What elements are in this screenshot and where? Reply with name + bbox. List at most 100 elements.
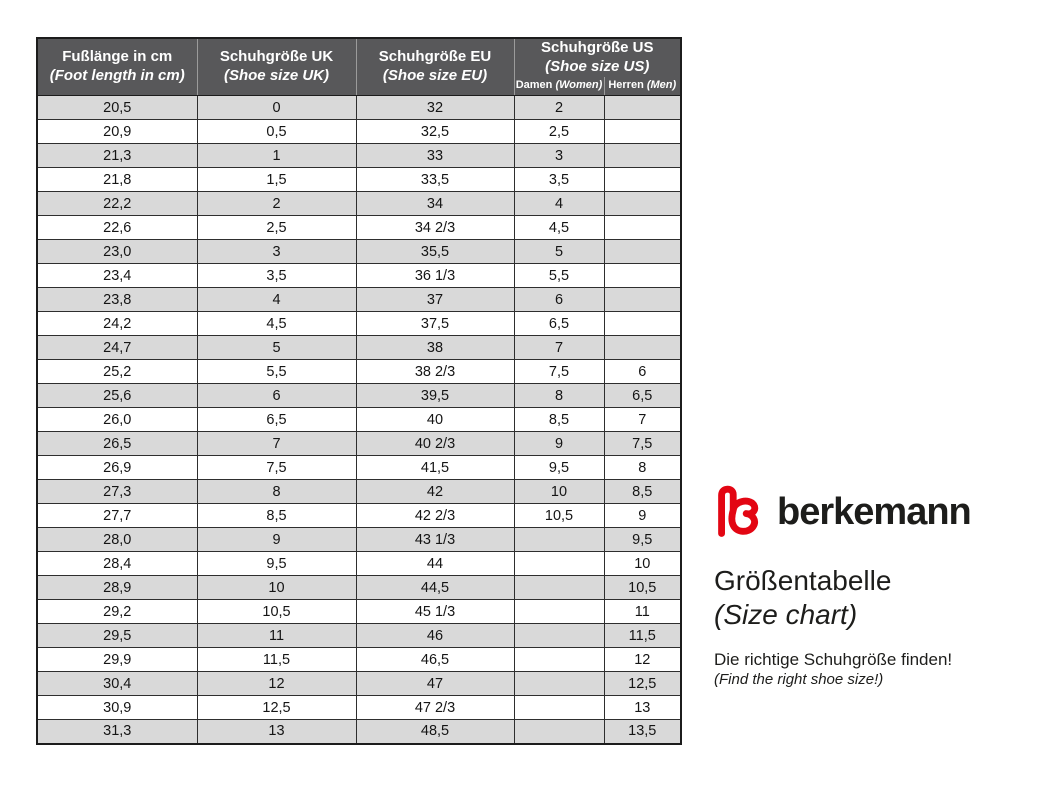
table-row: 20,9 0,5 32,5 2,5 [36,119,682,144]
cell-foot_length_cm: 25,2 [36,359,198,384]
cell-shoe_size_eu: 32,5 [355,119,515,144]
table-row: 21,8 1,5 33,5 3,5 [36,167,682,192]
cell-shoe_size_eu: 38 2/3 [355,359,515,384]
cell-foot_length_cm: 24,7 [36,335,198,360]
cell-shoe_size_uk: 5 [196,335,357,360]
brand-lockup: berkemann [712,481,972,538]
cell-shoe_size_us_men [603,119,682,144]
cell-shoe_size_us_men [603,335,682,360]
col-header-foot-length: Fußlänge in cm (Foot length in cm) [36,38,198,96]
cell-shoe_size_us_women: 7,5 [513,359,605,384]
table-row: 29,5 11 46 11,5 [36,623,682,648]
cell-shoe_size_uk: 8,5 [196,503,357,528]
cell-shoe_size_eu: 47 2/3 [355,695,515,720]
cell-shoe_size_us_men: 7 [603,407,682,432]
table-row: 23,0 3 35,5 5 [36,239,682,264]
cell-shoe_size_us_men: 10,5 [603,575,682,600]
cell-shoe_size_us_women: 3,5 [513,167,605,192]
cell-shoe_size_eu: 42 2/3 [355,503,515,528]
cell-shoe_size_uk: 4,5 [196,311,357,336]
cell-shoe_size_eu: 41,5 [355,455,515,480]
cell-shoe_size_eu: 33,5 [355,167,515,192]
table-row: 23,8 4 37 6 [36,287,682,312]
cell-foot_length_cm: 27,3 [36,479,198,504]
cell-shoe_size_us_women [513,671,605,696]
cell-foot_length_cm: 29,9 [36,647,198,672]
cell-shoe_size_us_men: 11,5 [603,623,682,648]
cell-shoe_size_us_men: 8,5 [603,479,682,504]
cell-shoe_size_eu: 48,5 [355,719,515,744]
cell-shoe_size_uk: 9,5 [196,551,357,576]
cell-shoe_size_us_women [513,695,605,720]
cell-foot_length_cm: 26,5 [36,431,198,456]
cell-shoe_size_us_women: 2 [513,95,605,120]
col-header-eu-en: (Shoe size EU) [382,67,488,84]
table-row: 22,6 2,5 34 2/3 4,5 [36,215,682,240]
cell-shoe_size_eu: 44 [355,551,515,576]
cell-shoe_size_us_women: 5,5 [513,263,605,288]
size-table: Fußlänge in cm (Foot length in cm) Schuh… [36,37,683,745]
table-row: 23,4 3,5 36 1/3 5,5 [36,263,682,288]
cell-shoe_size_us_men [603,143,682,168]
cell-shoe_size_us_women: 6 [513,287,605,312]
size-table-header: Fußlänge in cm (Foot length in cm) Schuh… [36,38,682,96]
size-table-body: 20,5 0 32 2 20,9 0,5 32,5 2,5 21,3 1 3 3 3 21,8 1,5 33,… [36,95,682,744]
cell-shoe_size_uk: 12,5 [196,695,357,720]
cell-shoe_size_us_women: 6,5 [513,311,605,336]
table-row: 25,6 6 39,5 8 6,5 [36,383,682,408]
cell-shoe_size_us_men: 6 [603,359,682,384]
table-row: 28,4 9,5 44 10 [36,551,682,576]
cell-shoe_size_us_women: 2,5 [513,119,605,144]
cell-shoe_size_us_men [603,239,682,264]
table-row: 28,0 9 43 1/3 9,5 [36,527,682,552]
cell-shoe_size_us_men: 8 [603,455,682,480]
cell-foot_length_cm: 22,2 [36,191,198,216]
cell-shoe_size_uk: 6 [196,383,357,408]
table-row: 26,5 7 40 2/3 9 7,5 [36,431,682,456]
cell-shoe_size_eu: 38 [355,335,515,360]
cell-shoe_size_us_women: 3 [513,143,605,168]
col-header-uk-de: Schuhgröße UK [219,48,334,66]
cell-shoe_size_eu: 34 2/3 [355,215,515,240]
cell-shoe_size_eu: 46,5 [355,647,515,672]
cell-shoe_size_us_men: 9 [603,503,682,528]
cell-shoe_size_us_women: 8 [513,383,605,408]
table-row: 29,9 11,5 46,5 12 [36,647,682,672]
cell-shoe_size_uk: 10 [196,575,357,600]
cell-shoe_size_eu: 40 [355,407,515,432]
col-header-us-de: Schuhgröße US [541,39,654,56]
cell-foot_length_cm: 22,6 [36,215,198,240]
cell-foot_length_cm: 25,6 [36,383,198,408]
col-header-foot-length-en: (Foot length in cm) [49,67,185,84]
cell-shoe_size_us_women: 8,5 [513,407,605,432]
cell-shoe_size_eu: 37 [355,287,515,312]
cell-shoe_size_uk: 1,5 [196,167,357,192]
cell-shoe_size_us_women: 5 [513,239,605,264]
cell-shoe_size_uk: 4 [196,287,357,312]
cell-foot_length_cm: 29,5 [36,623,198,648]
cell-shoe_size_us_women [513,551,605,576]
cell-shoe_size_us_women [513,719,605,744]
tagline-translation: (Find the right shoe size!) [714,671,884,688]
cell-shoe_size_us_men: 9,5 [603,527,682,552]
col-header-us: Schuhgröße US (Shoe size US) [513,38,682,77]
cell-foot_length_cm: 21,3 [36,143,198,168]
cell-shoe_size_eu: 33 [355,143,515,168]
cell-foot_length_cm: 26,9 [36,455,198,480]
cell-shoe_size_us_women: 9 [513,431,605,456]
cell-shoe_size_eu: 32 [355,95,515,120]
table-row: 22,2 2 34 4 [36,191,682,216]
cell-shoe_size_eu: 42 [355,479,515,504]
cell-shoe_size_uk: 3,5 [196,263,357,288]
cell-shoe_size_us_women: 4,5 [513,215,605,240]
cell-shoe_size_us_women [513,527,605,552]
cell-shoe_size_us_men: 13 [603,695,682,720]
page-title-translation: (Size chart) [714,599,858,630]
cell-foot_length_cm: 27,7 [36,503,198,528]
col-header-uk: Schuhgröße UK (Shoe size UK) [196,38,357,96]
table-row: 20,5 0 32 2 [36,95,682,120]
cell-shoe_size_eu: 45 1/3 [355,599,515,624]
col-header-us-men: Herren (Men) [603,76,682,96]
cell-shoe_size_uk: 8 [196,479,357,504]
